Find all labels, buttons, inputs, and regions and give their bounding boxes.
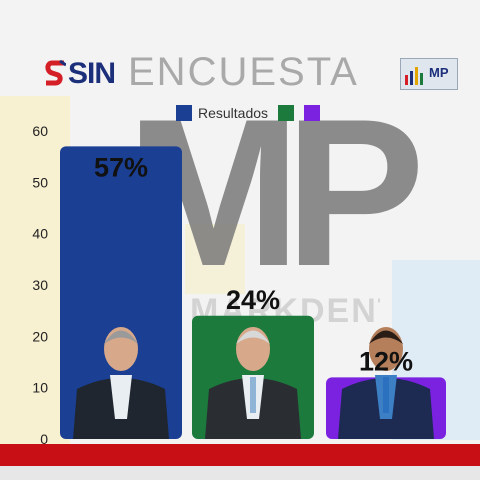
header: SIN xyxy=(44,52,116,96)
legend-swatch-0 xyxy=(176,105,192,121)
y-tick-label-6: 60 xyxy=(32,123,48,139)
sin-brand-text: SIN xyxy=(68,57,116,90)
background-panel-left xyxy=(0,96,70,446)
y-tick-label-0: 0 xyxy=(40,431,48,447)
sin-logo-icon xyxy=(45,59,66,86)
mp-badge-text: MP xyxy=(429,65,449,80)
bar-value-label-0: 57% xyxy=(94,152,148,182)
bottom-red-band xyxy=(0,444,480,466)
y-tick-label-1: 10 xyxy=(32,380,48,396)
y-tick-label-5: 50 xyxy=(32,174,48,190)
bar-0 xyxy=(60,146,182,439)
legend-swatch-2 xyxy=(304,105,321,121)
chart-legend: Resultados xyxy=(176,104,321,122)
sin-logo: SIN xyxy=(44,57,116,91)
candidate-photo-1 xyxy=(205,327,301,439)
bar-value-label-1: 24% xyxy=(226,285,280,315)
page-title: ENCUESTA xyxy=(128,50,359,94)
legend-swatch-1 xyxy=(278,105,295,121)
y-tick-label-4: 40 xyxy=(32,226,48,242)
legend-label-0: Resultados xyxy=(198,105,269,121)
bar-value-label-2: 12% xyxy=(359,346,413,376)
mp-badge-logo: MP xyxy=(400,58,458,90)
bar-chart-icon xyxy=(405,67,423,85)
candidate-photo-2 xyxy=(338,327,434,439)
candidate-photo-0 xyxy=(73,327,169,439)
bottom-strip xyxy=(0,466,480,480)
y-tick-label-2: 20 xyxy=(32,328,48,344)
y-tick-label-3: 30 xyxy=(32,277,48,293)
background-panel-center xyxy=(185,224,245,294)
